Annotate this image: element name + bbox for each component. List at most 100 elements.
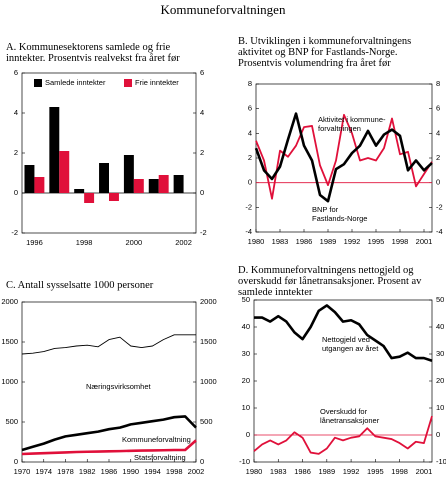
y2-tick-label: -4 xyxy=(436,227,443,236)
x-tick-label: 1982 xyxy=(79,467,96,476)
x-tick-label: 1998 xyxy=(166,467,183,476)
y2-tick-label: 0 xyxy=(436,178,440,187)
y-tick-label: 4 xyxy=(248,128,252,137)
bar xyxy=(59,151,70,193)
y2-tick-label: 4 xyxy=(200,108,204,117)
bar xyxy=(74,189,85,193)
y-tick-label: 2000 xyxy=(1,297,18,306)
y-tick-label: 2 xyxy=(14,148,18,157)
y2-tick-label: 4 xyxy=(436,128,440,137)
y-tick-label: 20 xyxy=(242,376,250,385)
bar xyxy=(158,175,169,193)
y-tick-label: 4 xyxy=(14,108,18,117)
legend-swatch xyxy=(124,79,132,87)
x-tick-label: 1978 xyxy=(57,467,74,476)
y2-tick-label: 0 xyxy=(200,457,204,466)
y2-tick-label: -2 xyxy=(436,202,443,211)
panel-title: D. Kommuneforvaltningens nettogjeld og o… xyxy=(238,265,422,298)
y2-tick-label: 2 xyxy=(200,148,204,157)
x-tick-label: 1995 xyxy=(367,467,384,476)
x-tick-label: 1994 xyxy=(144,467,161,476)
x-tick-label: 1998 xyxy=(76,238,93,247)
x-tick-label: 1986 xyxy=(294,467,311,476)
y-tick-label: 0 xyxy=(248,178,252,187)
y-tick-label: -2 xyxy=(11,228,18,237)
x-tick-label: 1970 xyxy=(14,467,31,476)
y-tick-label: -4 xyxy=(245,227,252,236)
series-label: lånetransaksjoner xyxy=(320,416,380,425)
y2-tick-label: 0 xyxy=(200,188,204,197)
bar xyxy=(109,193,119,201)
line xyxy=(253,415,433,455)
y-tick-label: 6 xyxy=(248,104,252,113)
y2-tick-label: 6 xyxy=(200,68,204,77)
y2-tick-label: 20 xyxy=(436,376,444,385)
y-tick-label: -10 xyxy=(239,457,250,466)
series-label: Fastlands-Norge xyxy=(312,214,367,223)
x-tick-label: 1998 xyxy=(391,467,408,476)
page-title: Kommuneforvaltningen xyxy=(160,2,286,17)
y-tick-label: 0 xyxy=(246,430,250,439)
legend-swatch xyxy=(34,79,42,87)
line xyxy=(254,112,433,203)
series-label: utgangen av året xyxy=(322,344,379,353)
bar xyxy=(133,179,144,193)
line xyxy=(21,439,197,456)
x-tick-label: 2002 xyxy=(188,467,205,476)
y2-tick-label: 1000 xyxy=(200,377,217,386)
y-tick-label: 6 xyxy=(14,68,18,77)
legend-label: Frie inntekter xyxy=(135,78,179,87)
panel-title: B. Utviklingen i kommuneforvaltningens a… xyxy=(238,36,412,69)
x-tick-label: 2002 xyxy=(175,238,192,247)
y-tick-label: 500 xyxy=(5,417,18,426)
y2-tick-label: 10 xyxy=(436,403,444,412)
bar xyxy=(99,163,109,193)
x-tick-label: 1996 xyxy=(26,238,43,247)
y2-tick-label: 30 xyxy=(436,349,444,358)
x-tick-label: 1986 xyxy=(296,237,313,246)
y-tick-label: 40 xyxy=(242,322,250,331)
x-tick-label: 1983 xyxy=(270,467,287,476)
y-tick-label: 0 xyxy=(14,188,18,197)
bar xyxy=(173,175,184,193)
x-tick-label: 1974 xyxy=(35,467,52,476)
y-tick-label: -2 xyxy=(245,202,252,211)
bar xyxy=(49,107,60,193)
bar xyxy=(24,165,35,193)
x-tick-label: 1990 xyxy=(122,467,139,476)
y2-tick-label: 8 xyxy=(436,79,440,88)
bar xyxy=(148,179,159,193)
y-tick-label: 1000 xyxy=(1,377,18,386)
x-tick-label: 1995 xyxy=(368,237,385,246)
series-label: Statsforvaltning xyxy=(134,453,186,462)
y-tick-label: 8 xyxy=(248,79,252,88)
y-tick-label: 10 xyxy=(242,403,250,412)
legend-label: Samlede inntekter xyxy=(45,78,106,87)
y-tick-label: 0 xyxy=(14,457,18,466)
x-tick-label: 1983 xyxy=(272,237,289,246)
x-tick-label: 1986 xyxy=(101,467,118,476)
panel-title: A. Kommunesektorens samlede og frie innt… xyxy=(6,42,180,64)
y2-tick-label: 40 xyxy=(436,322,444,331)
y2-tick-label: 0 xyxy=(436,430,440,439)
y-tick-label: 1500 xyxy=(1,337,18,346)
y-tick-label: 2 xyxy=(248,153,252,162)
bar xyxy=(123,155,134,193)
plot-frame xyxy=(253,299,433,463)
series-label: BNP for xyxy=(312,205,339,214)
y2-tick-label: 2 xyxy=(436,153,440,162)
series-label: Kommuneforvaltning xyxy=(122,435,191,444)
x-tick-label: 1989 xyxy=(318,467,335,476)
y-tick-label: 50 xyxy=(242,295,250,304)
y2-tick-label: 50 xyxy=(436,295,444,304)
line xyxy=(21,415,197,452)
x-tick-label: 2001 xyxy=(416,467,433,476)
y2-tick-label: -10 xyxy=(436,457,446,466)
line xyxy=(21,334,196,355)
series-label: Aktivitet i kommune- xyxy=(318,115,386,124)
series-label: forvaltningen xyxy=(318,124,361,133)
y2-tick-label: -2 xyxy=(200,228,207,237)
y2-tick-label: 6 xyxy=(436,104,440,113)
